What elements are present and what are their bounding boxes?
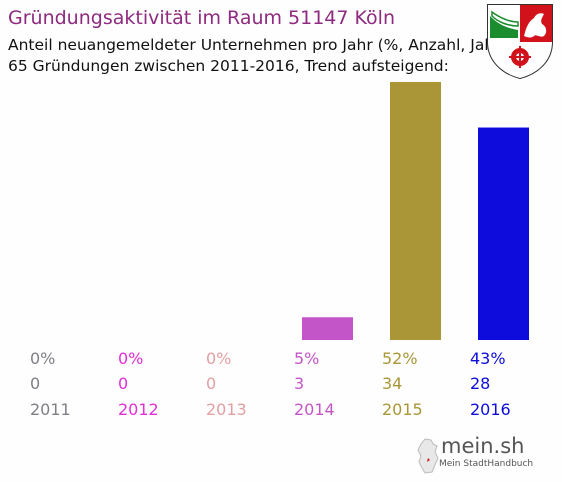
bar-2015 [390, 82, 441, 340]
year-label-2015: 2015 [382, 400, 423, 419]
mein-sh-logo[interactable]: mein.sh Mein StadtHandbuch [415, 432, 533, 476]
chart-summary: 65 Gründungen zwischen 2011-2016, Trend … [8, 57, 449, 75]
count-label-2015: 34 [382, 374, 402, 393]
percent-label-2014: 5% [294, 349, 319, 368]
percent-label-2011: 0% [30, 349, 55, 368]
year-label-2016: 2016 [470, 400, 511, 419]
logo-tagline: Mein StadtHandbuch [439, 459, 534, 469]
percent-label-2015: 52% [382, 349, 418, 368]
bar-chart: 0% 0 2011 0% 0 2012 0% 0 2013 5% 3 2014 52% 34 2015 43%… [30, 82, 529, 419]
germany-map-icon [417, 438, 439, 474]
percent-label-2016: 43% [470, 349, 506, 368]
count-label-2011: 0 [30, 374, 40, 393]
count-label-2016: 28 [470, 374, 490, 393]
count-label-2014: 3 [294, 374, 304, 393]
percent-label-2013: 0% [206, 349, 231, 368]
bar-2016 [478, 127, 529, 340]
year-label-2011: 2011 [30, 400, 71, 419]
bar-2014 [302, 317, 353, 340]
logo-wordmark: mein.sh [441, 434, 525, 458]
chart-title: Gründungsaktivität im Raum 51147 Köln [8, 7, 395, 29]
year-label-2013: 2013 [206, 400, 247, 419]
year-label-2014: 2014 [294, 400, 335, 419]
count-label-2012: 0 [118, 374, 128, 393]
year-label-2012: 2012 [118, 400, 159, 419]
percent-label-2012: 0% [118, 349, 143, 368]
count-label-2013: 0 [206, 374, 216, 393]
nrw-coat-of-arms-icon [487, 4, 553, 80]
chart-subtitle: Anteil neuangemeldeter Unternehmen pro J… [8, 36, 507, 54]
